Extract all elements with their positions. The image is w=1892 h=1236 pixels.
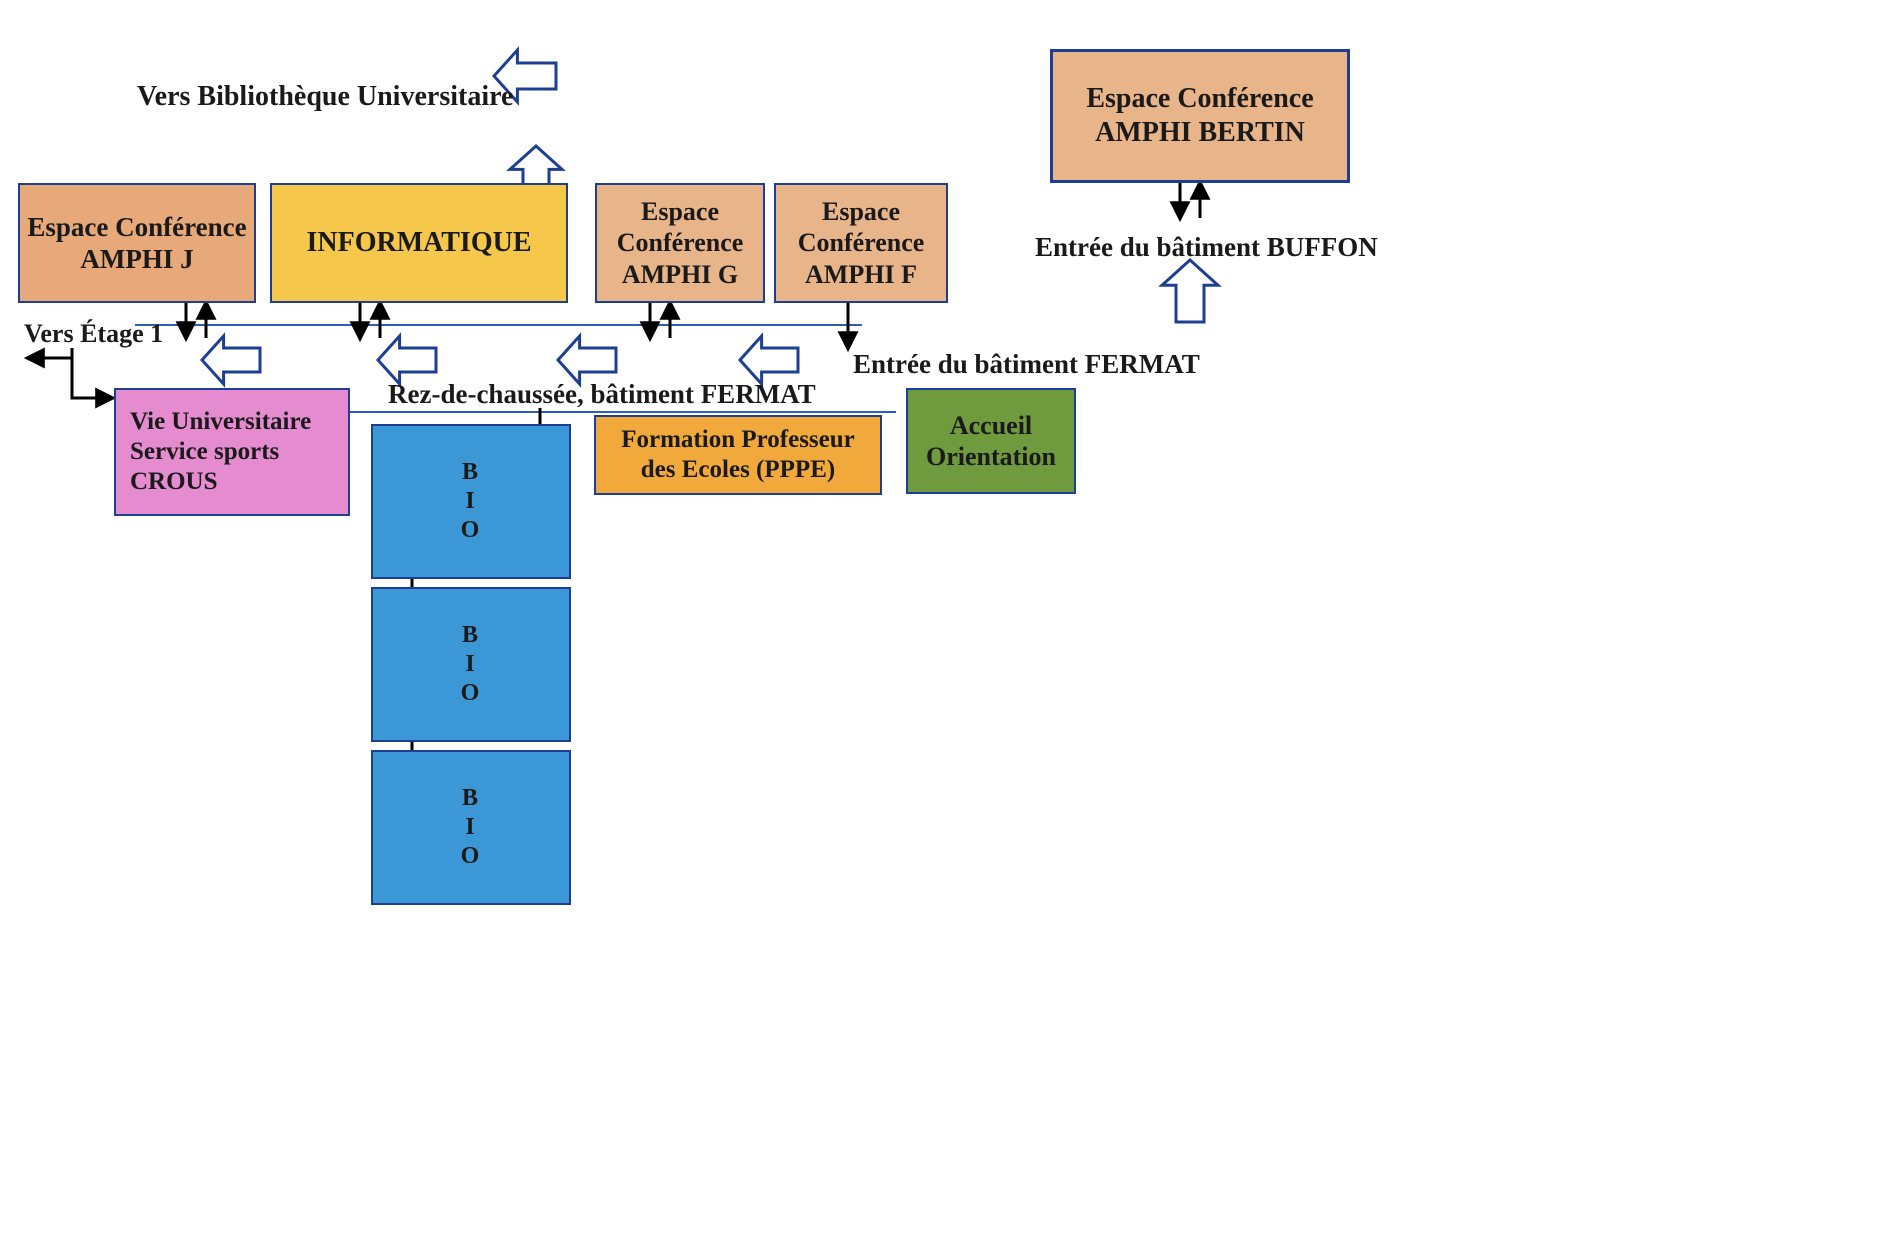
box-amphi_j: Espace ConférenceAMPHI J xyxy=(18,183,256,303)
corridor-a4 xyxy=(740,336,798,384)
label-rdc: Rez-de-chaussée, bâtiment FERMAT xyxy=(388,378,816,410)
box-bio2-label: BIO xyxy=(461,621,482,707)
box-amphi_f: EspaceConférenceAMPHI F xyxy=(774,183,948,303)
corridor-a1 xyxy=(202,336,260,384)
box-bio3-label: BIO xyxy=(461,784,482,870)
box-informatique: INFORMATIQUE xyxy=(270,183,568,303)
box-amphi_g-label: EspaceConférenceAMPHI G xyxy=(617,196,744,290)
corridor-a3 xyxy=(558,336,616,384)
corridor-a2 xyxy=(378,336,436,384)
label-entree_buffon: Entrée du bâtiment BUFFON xyxy=(1035,231,1378,263)
box-bio1: BIO xyxy=(371,424,571,579)
vers-etage-left xyxy=(28,348,72,358)
box-bio3: BIO xyxy=(371,750,571,905)
box-formation: Formation Professeurdes Ecoles (PPPE) xyxy=(594,415,882,495)
box-bio1-label: BIO xyxy=(461,458,482,544)
box-vie_univ-label: Vie UniversitaireService sportsCROUS xyxy=(130,407,311,497)
box-amphi_g: EspaceConférenceAMPHI G xyxy=(595,183,765,303)
buffon-arrow xyxy=(1162,260,1218,322)
label-entree_fermat: Entrée du bâtiment FERMAT xyxy=(853,348,1200,380)
box-formation-label: Formation Professeurdes Ecoles (PPPE) xyxy=(621,425,855,485)
box-amphi_j-label: Espace ConférenceAMPHI J xyxy=(27,211,246,276)
box-amphi_bertin: Espace ConférenceAMPHI BERTIN xyxy=(1050,49,1350,183)
diagram-stage: Espace ConférenceAMPHI J INFORMATIQUE Espa… xyxy=(0,0,1892,1236)
box-accueil-label: AccueilOrientation xyxy=(926,410,1056,472)
box-bio2: BIO xyxy=(371,587,571,742)
box-accueil: AccueilOrientation xyxy=(906,388,1076,494)
vers-etage-down xyxy=(72,358,112,398)
label-vers_etage: Vers Étage 1 xyxy=(24,318,163,349)
box-informatique-label: INFORMATIQUE xyxy=(306,226,531,260)
label-vers_biblio: Vers Bibliothèque Universitaire xyxy=(137,80,513,114)
box-amphi_bertin-label: Espace ConférenceAMPHI BERTIN xyxy=(1086,82,1313,149)
box-amphi_f-label: EspaceConférenceAMPHI F xyxy=(798,196,925,290)
box-vie_univ: Vie UniversitaireService sportsCROUS xyxy=(114,388,350,516)
